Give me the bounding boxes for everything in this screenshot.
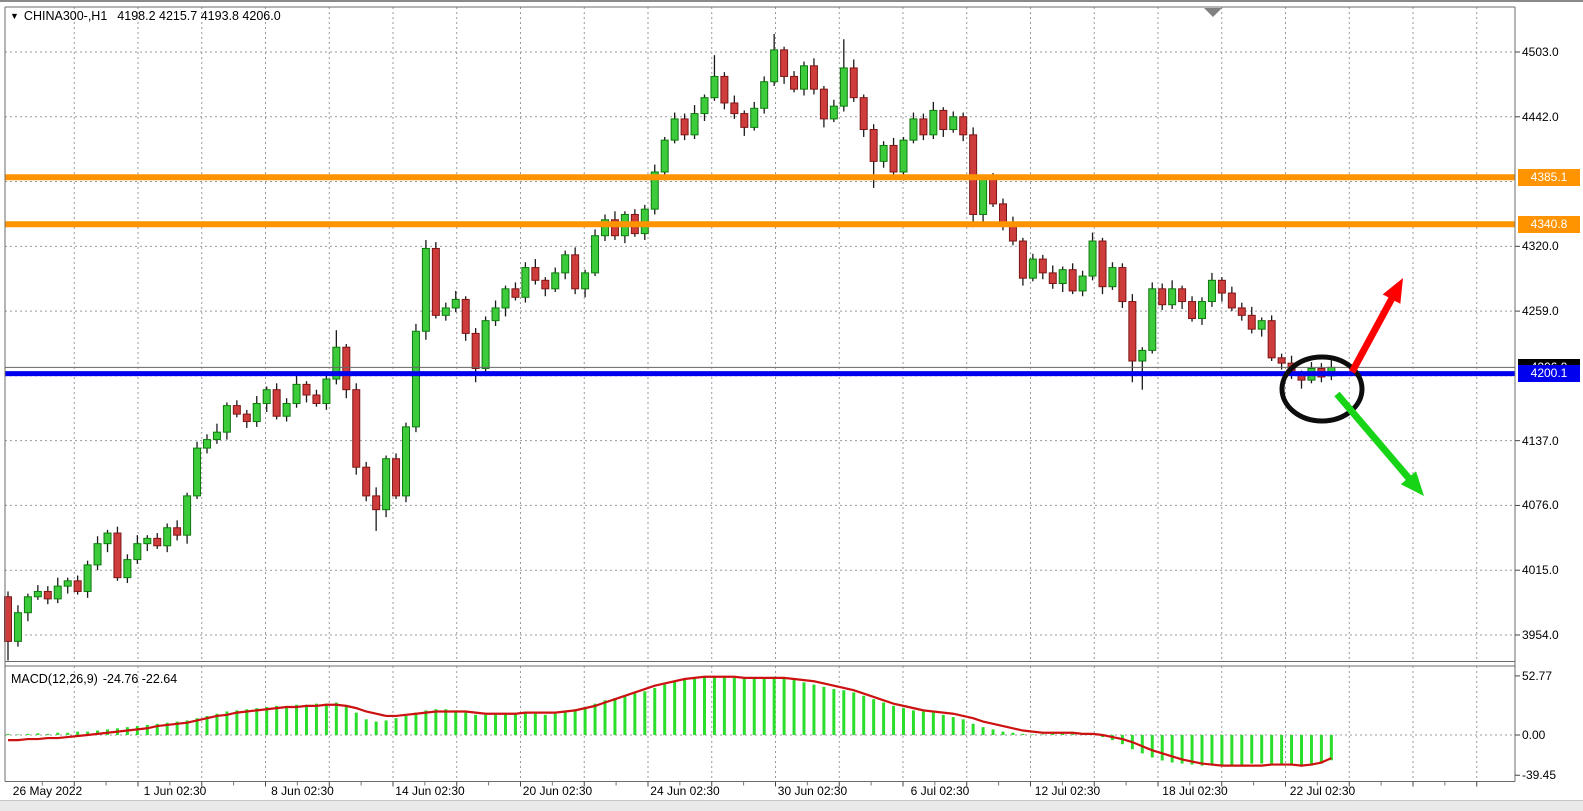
price-badge: 4385.1 (1518, 168, 1580, 186)
price-badge: 4200.1 (1518, 365, 1580, 383)
macd-indicator-label: MACD(12,26,9) -24.76 -22.64 (11, 672, 177, 686)
macd-tick-label: -39.45 (1522, 768, 1557, 783)
highlight-ellipse[interactable] (1279, 354, 1365, 424)
macd-name: MACD(12,26,9) (11, 672, 98, 686)
ohlc-readout: 4198.2 4215.7 4193.8 4206.0 (117, 9, 281, 23)
symbol-period-label: CHINA300-,H1 (23, 9, 108, 23)
candlesticks (4, 33, 1336, 661)
grid-lines (5, 7, 1515, 782)
time-tick-label: 14 Jun 02:30 (395, 784, 465, 798)
time-tick-label: 20 Jun 02:30 (522, 784, 593, 798)
period-marker-icon (1204, 8, 1222, 17)
time-tick-label: 1 Jun 02:30 (143, 784, 207, 798)
price-tick-label: 4259.0 (1522, 304, 1559, 319)
bearish-arrow[interactable] (1334, 391, 1424, 496)
symbol-dropdown-icon: ▼ (10, 11, 19, 21)
time-tick-label: 18 Jul 02:30 (1162, 784, 1228, 798)
time-tick-label: 30 Jun 02:30 (777, 784, 848, 798)
window-bottom-edge (0, 800, 1583, 811)
macd-signal-line (8, 675, 1332, 767)
price-tick-label: 3954.0 (1522, 627, 1559, 642)
price-tick-label: 4015.0 (1522, 563, 1559, 578)
price-tick-label: 4503.0 (1522, 45, 1559, 59)
price-tick-label: 4320.0 (1522, 239, 1559, 254)
window-top-edge (0, 0, 1583, 2)
macd-tick-label: 0.00 (1522, 728, 1546, 742)
macd-values: -24.76 -22.64 (102, 672, 178, 686)
time-tick-label: 26 May 2022 (12, 784, 83, 798)
price-badge: 4340.8 (1518, 215, 1580, 233)
price-tick-label: 4442.0 (1522, 109, 1559, 124)
time-tick-label: 12 Jul 02:30 (1034, 784, 1101, 798)
time-tick-label: 8 Jun 02:30 (271, 784, 334, 798)
time-tick-label: 6 Jul 02:30 (910, 784, 970, 798)
price-tick-label: 4137.0 (1522, 433, 1559, 448)
macd-tick-label: 52.77 (1522, 668, 1553, 683)
price-tick-label: 4076.0 (1522, 498, 1559, 513)
macd-histogram (6, 675, 1333, 767)
chart-title: ▼ CHINA300-,H1 4198.2 4215.7 4193.8 4206.0 (10, 9, 281, 23)
bullish-arrow[interactable] (1348, 278, 1403, 374)
axis-ticks (41, 51, 1520, 787)
time-tick-label: 22 Jul 02:30 (1289, 784, 1356, 798)
time-tick-label: 24 Jun 02:30 (650, 784, 720, 798)
pane-borders (4, 6, 1516, 782)
